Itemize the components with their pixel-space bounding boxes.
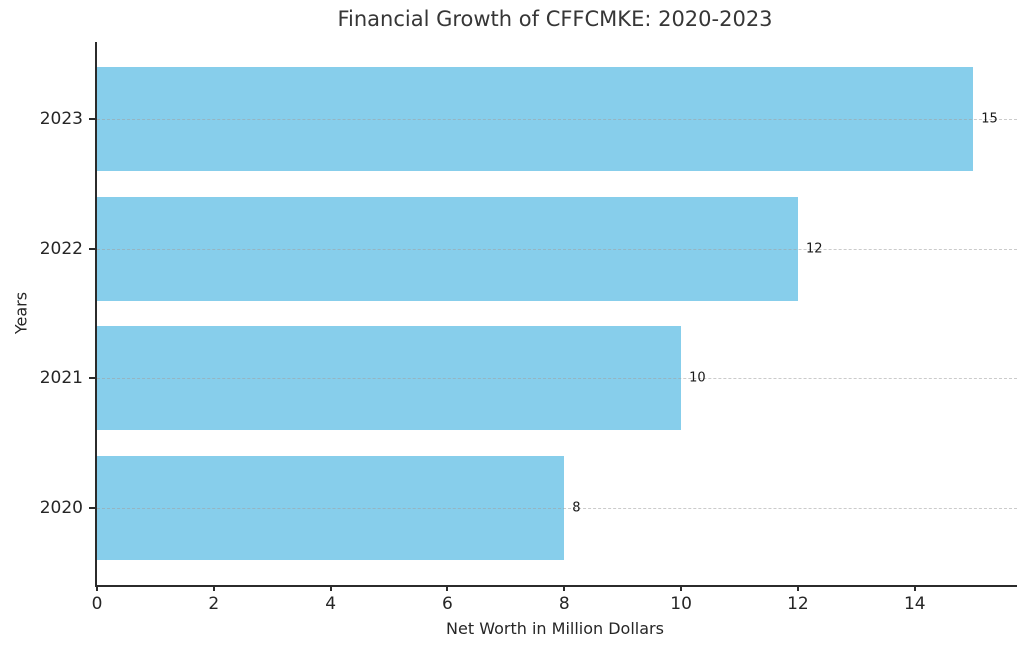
y-tick-label: 2020 xyxy=(39,498,83,519)
x-tick xyxy=(796,585,799,591)
y-axis-label: Years xyxy=(11,291,31,335)
x-tick-label: 14 xyxy=(903,594,926,614)
gridline xyxy=(97,248,1017,250)
x-tick xyxy=(446,585,449,591)
gridline xyxy=(97,118,1017,120)
x-tick-label: 2 xyxy=(208,594,220,614)
x-tick-label: 12 xyxy=(787,594,809,614)
x-tick-label: 6 xyxy=(442,594,453,614)
y-tick-label: 2022 xyxy=(39,238,83,259)
value-label: 8 xyxy=(572,500,581,516)
value-label: 10 xyxy=(689,370,706,386)
x-tick-label: 10 xyxy=(670,594,692,614)
value-label: 12 xyxy=(805,241,823,257)
x-axis-label: Net Worth in Million Dollars xyxy=(446,619,664,638)
x-tick xyxy=(212,585,215,591)
y-tick-label: 2023 xyxy=(39,108,83,129)
x-tick xyxy=(563,585,566,591)
x-tick-label: 4 xyxy=(325,594,337,614)
y-tick-label: 2021 xyxy=(39,368,83,389)
gridline xyxy=(97,378,1017,380)
y-tick xyxy=(89,247,95,250)
y-tick xyxy=(89,377,95,380)
x-tick xyxy=(680,585,683,591)
value-label: 15 xyxy=(981,111,998,127)
x-tick xyxy=(329,585,332,591)
y-tick xyxy=(89,117,95,120)
bar-2022 xyxy=(97,196,798,301)
plot-area: 15 2023 12 2022 10 2021 8 2020 0 2 4 6 8 10 12 14 xyxy=(40,42,1017,614)
y-tick xyxy=(89,507,95,510)
gridline xyxy=(97,508,1017,510)
bar-2023 xyxy=(97,66,974,171)
chart-title: Financial Growth of CFFCMKE: 2020-2023 xyxy=(337,7,773,31)
x-tick-label: 8 xyxy=(558,594,570,614)
x-tick xyxy=(96,585,98,591)
x-tick-label: 0 xyxy=(91,594,103,614)
x-tick xyxy=(913,585,916,591)
